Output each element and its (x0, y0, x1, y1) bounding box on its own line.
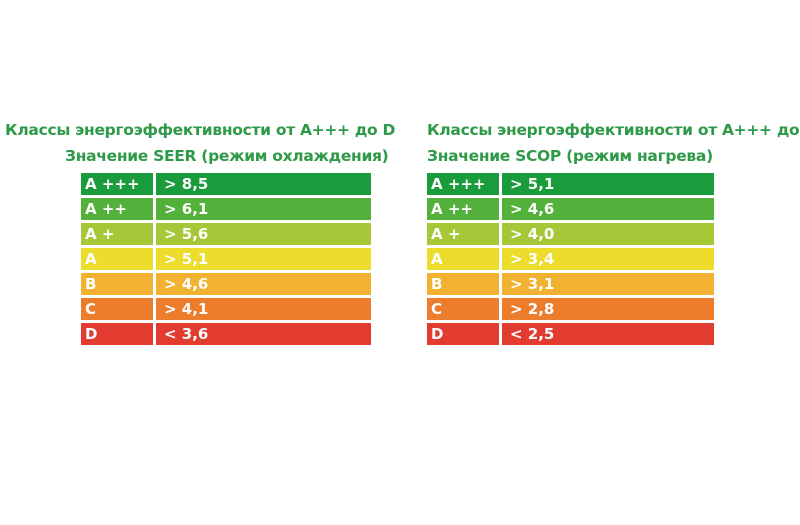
seer-row: A +++ > 8,5 (81, 173, 371, 195)
seer-threshold-value: < 3,6 (156, 323, 371, 345)
seer-threshold-value: > 8,5 (156, 173, 371, 195)
scop-threshold-value: > 3,1 (502, 273, 714, 295)
seer-class-label: D (81, 323, 153, 345)
seer-threshold-value: > 6,1 (156, 198, 371, 220)
scop-panel: Классы энергоэффективности от A+++ до D … (427, 120, 800, 345)
seer-class-label: A + (81, 223, 153, 245)
scop-row: C > 2,8 (427, 298, 714, 320)
scop-threshold-value: > 4,0 (502, 223, 714, 245)
scop-table: A +++ > 5,1 A ++ > 4,6 A + > 4,0 A > 3,4 B > 3,1 C… (427, 173, 714, 345)
seer-row: D < 3,6 (81, 323, 371, 345)
seer-table: A +++ > 8,5 A ++ > 6,1 A + > 5,6 A > 5,1 B > 4,6 C… (81, 173, 371, 345)
scop-row: A ++ > 4,6 (427, 198, 714, 220)
scop-title: Классы энергоэффективности от A+++ до D (427, 121, 800, 139)
scop-class-label: A +++ (427, 173, 499, 195)
scop-class-label: A (427, 248, 499, 270)
seer-row: A + > 5,6 (81, 223, 371, 245)
scop-class-label: C (427, 298, 499, 320)
scop-class-label: A + (427, 223, 499, 245)
seer-title: Классы энергоэффективности от A+++ до D (5, 121, 396, 139)
scop-row: A > 3,4 (427, 248, 714, 270)
seer-class-label: A (81, 248, 153, 270)
seer-class-label: A ++ (81, 198, 153, 220)
scop-class-label: B (427, 273, 499, 295)
scop-row: A + > 4,0 (427, 223, 714, 245)
seer-subtitle: Значение SEER (режим охлаждения) (65, 147, 389, 165)
seer-threshold-value: > 5,1 (156, 248, 371, 270)
scop-threshold-value: < 2,5 (502, 323, 714, 345)
scop-subtitle: Значение SCOP (режим нагрева) (427, 147, 713, 165)
seer-panel: Классы энергоэффективности от A+++ до D … (5, 120, 396, 345)
seer-row: A ++ > 6,1 (81, 198, 371, 220)
scop-threshold-value: > 5,1 (502, 173, 714, 195)
seer-row: B > 4,6 (81, 273, 371, 295)
seer-threshold-value: > 5,6 (156, 223, 371, 245)
scop-row: B > 3,1 (427, 273, 714, 295)
seer-threshold-value: > 4,6 (156, 273, 371, 295)
scop-threshold-value: > 4,6 (502, 198, 714, 220)
seer-threshold-value: > 4,1 (156, 298, 371, 320)
scop-threshold-value: > 2,8 (502, 298, 714, 320)
seer-row: C > 4,1 (81, 298, 371, 320)
scop-row: D < 2,5 (427, 323, 714, 345)
seer-class-label: B (81, 273, 153, 295)
seer-row: A > 5,1 (81, 248, 371, 270)
scop-row: A +++ > 5,1 (427, 173, 714, 195)
scop-class-label: A ++ (427, 198, 499, 220)
seer-class-label: A +++ (81, 173, 153, 195)
seer-class-label: C (81, 298, 153, 320)
scop-threshold-value: > 3,4 (502, 248, 714, 270)
scop-class-label: D (427, 323, 499, 345)
